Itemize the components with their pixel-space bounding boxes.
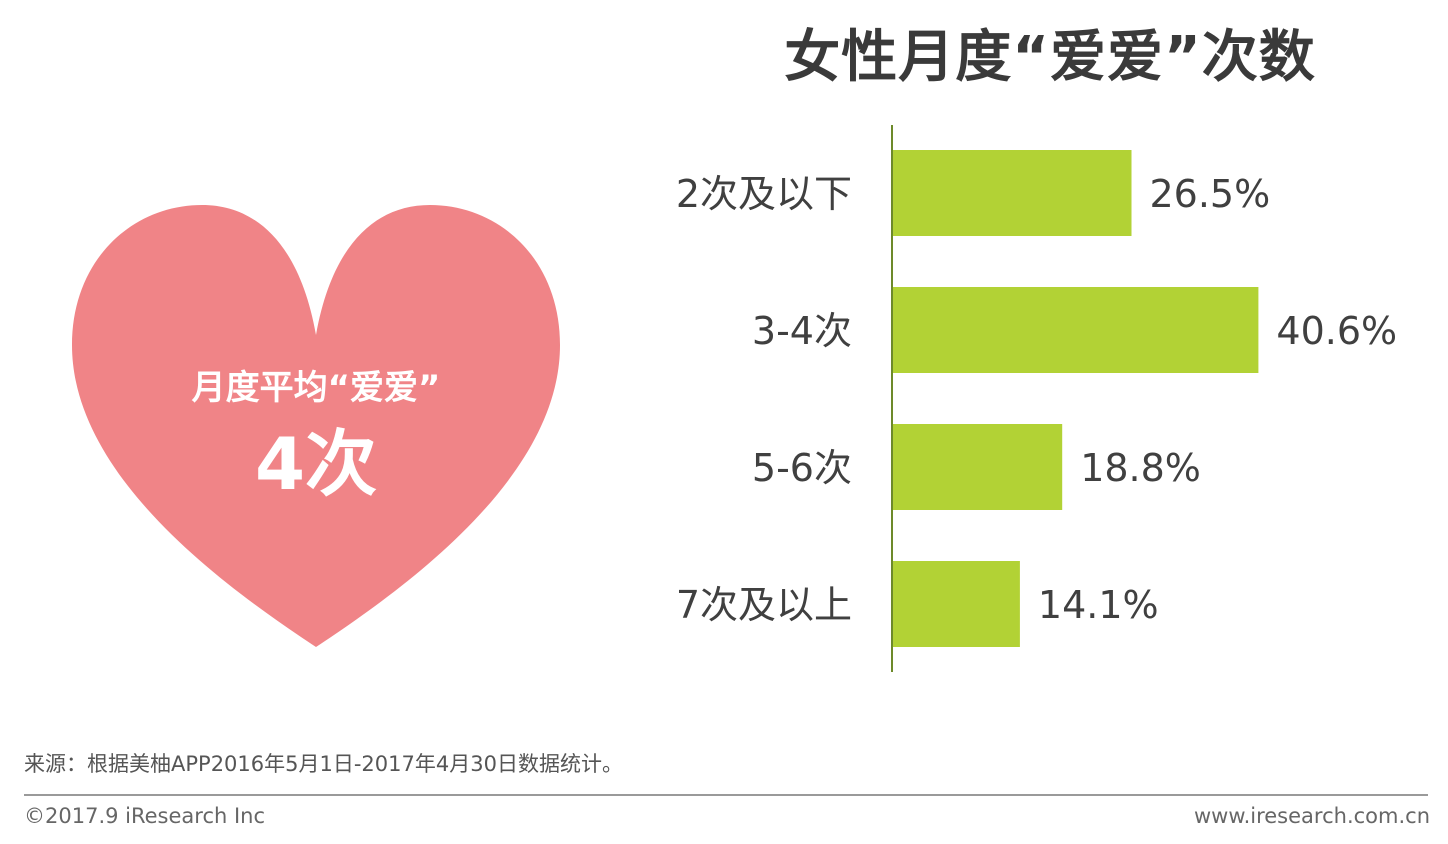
heart-icon <box>72 205 560 647</box>
bar-3 <box>893 561 1020 647</box>
title-container: 女性月度“爱爱”次数 <box>740 8 1360 90</box>
category-label-2: 5-6次 <box>752 446 852 490</box>
value-label-3: 14.1% <box>1038 583 1159 627</box>
chart-title: 女性月度“爱爱”次数 <box>784 25 1316 90</box>
heart-caption: 月度平均“爱爱” <box>191 368 441 408</box>
value-label-0: 26.5% <box>1150 172 1271 216</box>
source-note: 来源：根据美柚APP2016年5月1日-2017年4月30日数据统计。 <box>24 752 623 776</box>
bar-0 <box>893 150 1132 236</box>
value-label-1: 40.6% <box>1276 309 1397 353</box>
value-label-2: 18.8% <box>1080 446 1201 490</box>
heart-shape <box>72 205 560 647</box>
heart-value: 4次 <box>254 422 378 506</box>
copyright-text: ©2017.9 iResearch Inc <box>24 804 266 828</box>
category-label-3: 7次及以上 <box>676 583 852 627</box>
website-link[interactable]: www.iresearch.com.cn <box>1193 804 1430 828</box>
bar-1 <box>893 287 1259 373</box>
bar-group: 2次及以下 26.5% 3-4次 40.6% 5-6次 18.8% 7次及以上 14.1% <box>676 150 1397 647</box>
bar-chart: 2次及以下 26.5% 3-4次 40.6% 5-6次 18.8% 7次及以上 14.1% <box>676 125 1397 672</box>
category-label-0: 2次及以下 <box>676 172 852 216</box>
category-label-1: 3-4次 <box>752 309 852 353</box>
bar-2 <box>893 424 1063 510</box>
footer-divider <box>24 794 1428 796</box>
